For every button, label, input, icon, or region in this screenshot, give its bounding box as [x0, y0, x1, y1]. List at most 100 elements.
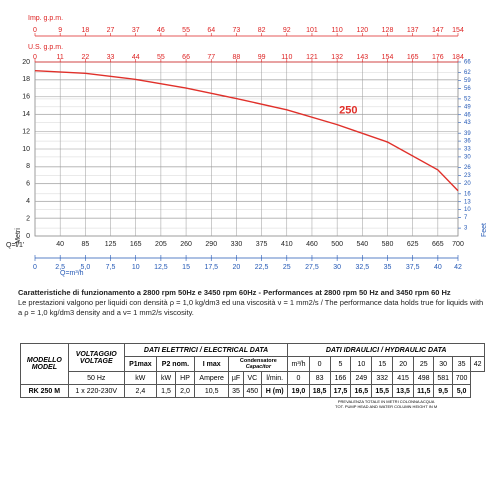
head: 17,5 [329, 384, 352, 398]
x-tick-label: 15 [182, 264, 190, 271]
flow-lmin: 581 [433, 371, 453, 385]
cell: 1,5 [155, 384, 177, 398]
text: VOLTAGGIO [75, 350, 117, 358]
secondary-tick-label: 143 [356, 54, 368, 61]
secondary-tick-label: 205 [155, 241, 167, 248]
x-tick-label: 0 [33, 264, 37, 271]
x-tick-label: 25 [283, 264, 291, 271]
x-tick-label: 42 [454, 264, 462, 271]
y2-tick-label: 39 [464, 131, 471, 137]
secondary-tick-label: 46 [157, 27, 165, 34]
y-tick-label: 10 [22, 146, 30, 153]
column-header: Condensatore Capacitor [228, 356, 289, 372]
secondary-tick-label: 700 [452, 241, 464, 248]
data-table: MODELLO MODEL VOLTAGGIO VOLTAGE DATI ELETT… [20, 343, 485, 410]
secondary-tick-label: 22 [81, 54, 89, 61]
description-heading: Caratteristiche di funzionamento a 2800 … [18, 288, 451, 297]
column-header: P2 nom. [155, 356, 195, 372]
x-tick-label: 35 [384, 264, 392, 271]
y-tick-label: 2 [26, 215, 30, 222]
secondary-tick-label: 0 [33, 54, 37, 61]
x-tick-label: 12,5 [154, 264, 168, 271]
head: 13,5 [392, 384, 415, 398]
x-tick-label: 2,5 [55, 264, 65, 271]
secondary-tick-label: 128 [382, 27, 394, 34]
y2-tick-label: 52 [464, 96, 471, 102]
secondary-tick-label: 55 [157, 54, 165, 61]
cell: 2,0 [175, 384, 195, 398]
y2-tick-label: 56 [464, 86, 471, 92]
text: PREVALENZA TOTALE IN METRI COLONNA ACQUA [337, 399, 435, 404]
y2-tick-label: 62 [464, 70, 471, 76]
unit: kW [155, 371, 177, 385]
cell: 50 Hz [67, 371, 125, 385]
footnote: PREVALENZA TOTALE IN METRI COLONNA ACQUA… [288, 398, 485, 411]
x-tick-label: 7,5 [106, 264, 116, 271]
y2-tick-label: 20 [464, 181, 471, 187]
flow-lmin: 498 [413, 371, 435, 385]
y2-tick-label: 13 [464, 199, 471, 205]
y2-axis-label: Feet [481, 223, 488, 237]
flow-m3h: 5 [329, 356, 352, 372]
unit: m³/h [287, 356, 310, 372]
secondary-tick-label: 121 [306, 54, 318, 61]
secondary-axis-label: Q=l/1' [6, 242, 24, 249]
secondary-tick-label: 9 [58, 27, 62, 34]
secondary-tick-label: 0 [33, 27, 37, 34]
secondary-tick-label: 260 [180, 241, 192, 248]
column-header: I max [193, 356, 230, 372]
text: Condensatore [239, 358, 277, 364]
head: 15,5 [371, 384, 394, 398]
secondary-tick-label: 665 [432, 241, 444, 248]
secondary-tick-label: 460 [306, 241, 318, 248]
y-tick-label: 18 [22, 76, 30, 83]
cell: 450 [242, 384, 263, 398]
secondary-tick-label: 410 [281, 241, 293, 248]
secondary-tick-label: 330 [231, 241, 243, 248]
y2-tick-label: 7 [464, 215, 468, 221]
flow-m3h: 30 [433, 356, 453, 372]
secondary-tick-label: 88 [233, 54, 241, 61]
x-tick-label: 37,5 [406, 264, 420, 271]
voltage-header: VOLTAGGIO VOLTAGE [67, 343, 125, 372]
secondary-tick-label: 176 [432, 54, 444, 61]
secondary-tick-label: 101 [306, 27, 318, 34]
secondary-tick-label: 64 [207, 27, 215, 34]
flow-m3h: 10 [350, 356, 373, 372]
text: TOT. PUMP HEAD AND WATER COLUMN HEIGHT I… [335, 404, 438, 409]
secondary-tick-label: 500 [331, 241, 343, 248]
text: VOLTAGE [79, 357, 113, 365]
chart: Q=m³/h Metri Feet 0246810121416182037101… [6, 15, 488, 277]
x-axis-label: Q=m³/h [60, 270, 84, 277]
x-tick-label: 5,0 [80, 264, 90, 271]
y2-tick-label: 26 [464, 165, 471, 171]
secondary-tick-label: 154 [382, 54, 394, 61]
y-tick-label: 20 [22, 59, 30, 66]
secondary-axis-label: U.S. g.p.m. [28, 44, 63, 51]
y2-tick-label: 33 [464, 147, 471, 153]
y2-tick-label: 36 [464, 139, 471, 145]
secondary-tick-label: 165 [407, 54, 419, 61]
unit: H (m) [261, 384, 289, 398]
y-tick-label: 8 [26, 163, 30, 170]
secondary-tick-label: 580 [382, 241, 394, 248]
x-tick-label: 10 [132, 264, 140, 271]
flow-lmin: 0 [287, 371, 310, 385]
flow-lmin: 166 [329, 371, 352, 385]
secondary-tick-label: 33 [107, 54, 115, 61]
description-text: Le prestazioni valgono per liquidi con d… [18, 298, 484, 317]
y-tick-label: 4 [26, 198, 30, 205]
unit: kW [123, 371, 157, 385]
secondary-tick-label: 120 [356, 27, 368, 34]
flow-lmin: 415 [392, 371, 415, 385]
unit: l/min. [261, 371, 289, 385]
y-tick-label: 6 [26, 181, 30, 188]
y2-tick-label: 49 [464, 104, 471, 110]
secondary-tick-label: 18 [81, 27, 89, 34]
secondary-tick-label: 66 [182, 54, 190, 61]
secondary-tick-label: 92 [283, 27, 291, 34]
row: MODELLO MODEL VOLTAGGIO VOLTAGE DATI ELETT… [20, 343, 485, 385]
y-tick-label: 12 [22, 128, 30, 135]
x-tick-label: 20 [233, 264, 241, 271]
secondary-tick-label: 132 [331, 54, 343, 61]
